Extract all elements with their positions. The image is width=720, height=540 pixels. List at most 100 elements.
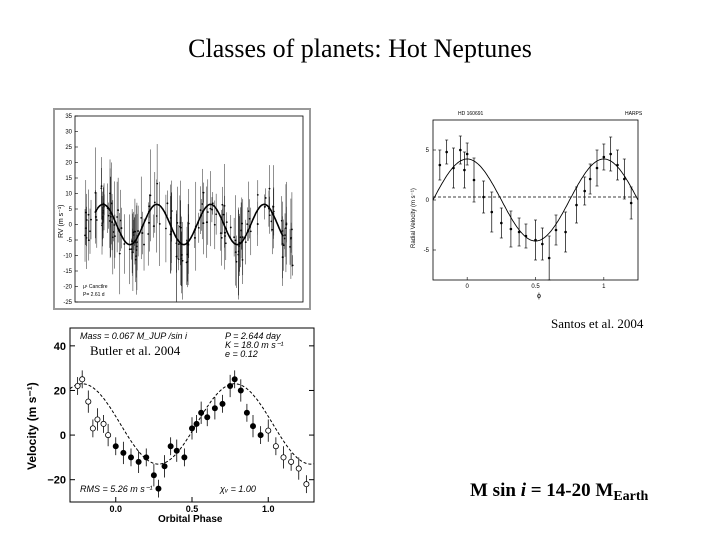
data-point xyxy=(176,221,179,224)
data-point xyxy=(554,228,558,232)
top-right-model-curve xyxy=(432,158,639,242)
data-point xyxy=(256,222,259,225)
data-point xyxy=(186,253,189,256)
data-point xyxy=(225,221,228,224)
data-point xyxy=(188,425,195,432)
top-right-xlabel: ϕ xyxy=(537,293,541,300)
data-point xyxy=(240,222,243,225)
ytick-label: 0 xyxy=(426,198,430,204)
ytick-label: -15 xyxy=(63,269,72,275)
data-point xyxy=(270,220,273,223)
open-data-point xyxy=(89,425,96,432)
data-point xyxy=(490,210,494,214)
data-point xyxy=(109,215,112,218)
data-point xyxy=(130,248,133,251)
top-right-ylabel: Radial Velocity (m s⁻¹) xyxy=(411,188,417,248)
data-point xyxy=(179,226,182,229)
data-point xyxy=(158,223,161,225)
mass-statement-middle: = 14-20 M xyxy=(525,480,614,501)
data-point xyxy=(114,235,116,238)
data-point xyxy=(118,252,121,255)
data-point xyxy=(85,219,88,221)
open-data-point xyxy=(105,432,112,439)
open-data-point xyxy=(280,454,287,461)
data-point xyxy=(291,264,294,267)
data-point xyxy=(135,458,142,465)
data-point xyxy=(119,219,122,222)
data-point xyxy=(155,485,162,492)
data-point xyxy=(234,239,237,242)
mass-statement-subscript: Earth xyxy=(613,489,649,504)
ytick-label: -10 xyxy=(63,254,72,260)
ytick-label: −20 xyxy=(47,475,66,487)
mass-statement-prefix: M sin xyxy=(470,480,521,501)
ytick-label: 0 xyxy=(69,223,73,229)
data-point xyxy=(120,227,123,229)
data-point xyxy=(219,232,222,234)
ytick-label: 25 xyxy=(65,145,72,151)
data-point xyxy=(197,226,200,229)
data-point xyxy=(123,243,126,245)
data-point xyxy=(227,383,234,390)
data-point xyxy=(541,242,544,246)
data-point xyxy=(264,197,267,199)
top-left-annotation-line1: μ¹ Canctlre xyxy=(83,284,108,290)
open-data-point xyxy=(74,383,81,390)
data-point xyxy=(116,216,119,218)
data-point xyxy=(595,166,599,170)
ytick-label: -25 xyxy=(63,300,72,306)
open-data-point xyxy=(272,443,279,450)
data-point xyxy=(244,241,247,244)
data-point xyxy=(177,243,180,245)
data-point xyxy=(609,152,612,156)
bottom-left-xlabel: Orbital Phase xyxy=(158,514,223,525)
data-point xyxy=(248,217,251,220)
data-point xyxy=(241,259,244,261)
data-point xyxy=(465,152,469,156)
data-point xyxy=(87,239,90,242)
data-point xyxy=(223,204,226,207)
data-point xyxy=(107,214,110,217)
data-point xyxy=(84,234,86,237)
data-point xyxy=(221,203,224,206)
data-point xyxy=(257,432,264,439)
data-point xyxy=(500,221,503,225)
data-point xyxy=(285,223,288,226)
butler-caption: Butler et al. 2004 xyxy=(88,343,183,359)
data-point xyxy=(249,423,256,430)
data-point xyxy=(109,192,111,195)
data-point xyxy=(263,206,266,208)
data-point xyxy=(282,244,285,247)
data-point xyxy=(472,178,476,182)
data-point xyxy=(509,227,513,231)
open-data-point xyxy=(303,481,310,488)
data-point xyxy=(108,220,111,222)
data-point xyxy=(143,454,150,461)
data-point xyxy=(438,163,442,167)
data-point xyxy=(284,234,286,236)
data-point xyxy=(90,218,92,221)
data-point xyxy=(100,185,103,188)
data-point xyxy=(271,228,274,231)
data-point xyxy=(231,376,238,383)
data-point xyxy=(588,177,592,181)
slide-title: Classes of planets: Hot Neptunes xyxy=(188,34,532,63)
data-point xyxy=(547,256,551,260)
data-point xyxy=(94,216,97,218)
ytick-label: 20 xyxy=(65,161,72,167)
data-point xyxy=(166,202,169,205)
data-point xyxy=(181,259,184,262)
data-point xyxy=(128,248,131,251)
data-point xyxy=(206,211,209,213)
data-point xyxy=(246,223,249,226)
data-point xyxy=(272,210,275,213)
open-data-point xyxy=(94,416,101,423)
open-data-point xyxy=(100,420,107,427)
data-point xyxy=(575,203,578,207)
data-point xyxy=(445,150,448,154)
data-point xyxy=(167,443,174,450)
data-point xyxy=(564,230,567,234)
open-data-point xyxy=(85,398,92,405)
ytick-label: -20 xyxy=(63,285,72,291)
rms-annotation: RMS = 5.26 m s⁻¹ xyxy=(80,484,153,494)
